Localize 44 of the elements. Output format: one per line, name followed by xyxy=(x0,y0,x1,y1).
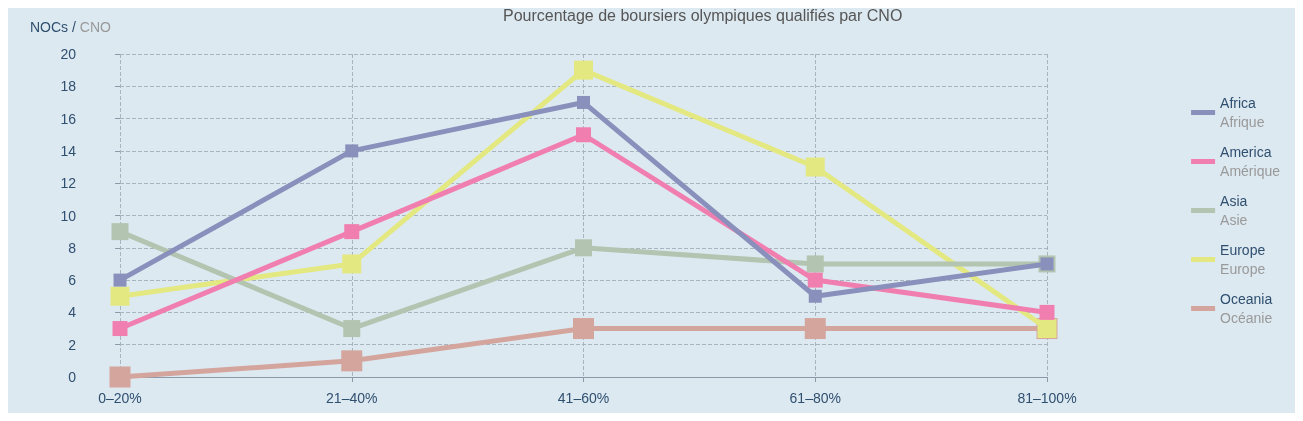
y-tick-label: 4 xyxy=(68,304,77,321)
y-tick-label: 10 xyxy=(60,207,77,224)
point xyxy=(574,60,593,80)
y-tick-label: 14 xyxy=(60,142,77,159)
y-tick-label: 12 xyxy=(60,175,77,192)
y-tick-label: 16 xyxy=(60,110,77,127)
x-tick-label: 61–80% xyxy=(789,390,841,406)
point xyxy=(806,255,824,273)
x-tick-label: 0–20% xyxy=(98,390,142,406)
chart-title: Pourcentage de boursiers olympiques qualifiés par CNO xyxy=(503,6,903,24)
x-tick-label: 21–40% xyxy=(326,390,378,406)
x-tick-label: 81–100% xyxy=(1017,390,1077,406)
point xyxy=(343,320,361,338)
x-tick-label: 41–60% xyxy=(557,390,610,406)
point xyxy=(577,95,590,109)
point xyxy=(341,350,363,372)
point xyxy=(805,157,825,177)
point xyxy=(342,254,362,274)
legend-label: Africa Afrique xyxy=(1220,95,1265,130)
point xyxy=(576,127,591,143)
y-tick-label: 6 xyxy=(68,272,77,289)
point xyxy=(804,318,826,340)
point xyxy=(345,144,359,158)
point xyxy=(111,223,129,241)
y-tick-label: 20 xyxy=(60,46,77,62)
point xyxy=(807,272,823,288)
legend-label: America Amérique xyxy=(1220,144,1281,179)
y-tick-label: 2 xyxy=(68,336,77,353)
point xyxy=(109,366,131,388)
y-axis-title: NOCs / CNO xyxy=(30,19,111,35)
point xyxy=(110,286,130,306)
legend-label: Asia Asie xyxy=(1220,193,1248,228)
point xyxy=(573,318,594,340)
legend-label: Europe Europe xyxy=(1220,242,1266,277)
point xyxy=(575,239,592,257)
point xyxy=(808,289,822,303)
y-tick-label: 8 xyxy=(68,239,77,256)
point xyxy=(112,321,128,337)
y-tick-label: 0 xyxy=(68,369,77,385)
y-tick-label: 18 xyxy=(60,78,77,95)
legend-label: Oceania Océanie xyxy=(1220,291,1273,326)
point xyxy=(344,224,360,240)
point xyxy=(1039,304,1055,320)
point xyxy=(113,273,127,287)
